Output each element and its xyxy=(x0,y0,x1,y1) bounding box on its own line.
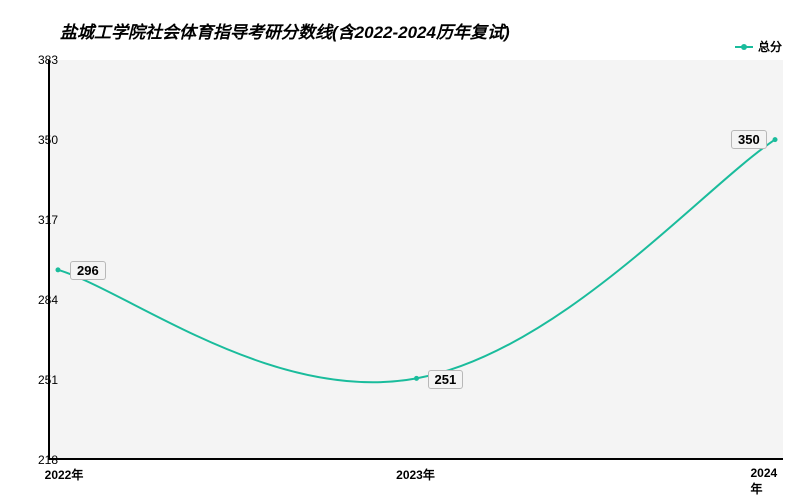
y-tick-4: 350 xyxy=(38,133,58,147)
chart-container: 盐城工学院社会体育指导考研分数线(含2022-2024历年复试) 总分 218 … xyxy=(0,0,800,500)
legend-line-icon xyxy=(735,46,753,48)
x-tick-1: 2023年 xyxy=(396,466,435,483)
legend-label: 总分 xyxy=(758,38,782,55)
y-tick-5: 383 xyxy=(38,53,58,67)
line-series xyxy=(50,60,783,458)
y-tick-0: 218 xyxy=(38,453,58,467)
x-tick-0: 2022年 xyxy=(45,466,84,483)
y-tick-1: 251 xyxy=(38,373,58,387)
x-tick-2: 2024年 xyxy=(751,466,784,497)
series-path xyxy=(58,140,775,383)
data-label-1: 251 xyxy=(428,370,464,389)
chart-title: 盐城工学院社会体育指导考研分数线(含2022-2024历年复试) xyxy=(60,18,510,43)
y-tick-2: 284 xyxy=(38,293,58,307)
data-label-0: 296 xyxy=(70,261,106,280)
legend-dot-icon xyxy=(741,44,747,50)
y-tick-3: 317 xyxy=(38,213,58,227)
marker-1 xyxy=(414,376,419,381)
data-label-2: 350 xyxy=(731,130,767,149)
legend: 总分 xyxy=(735,38,782,55)
plot-area xyxy=(48,60,783,460)
marker-2 xyxy=(773,137,778,142)
marker-0 xyxy=(55,267,60,272)
